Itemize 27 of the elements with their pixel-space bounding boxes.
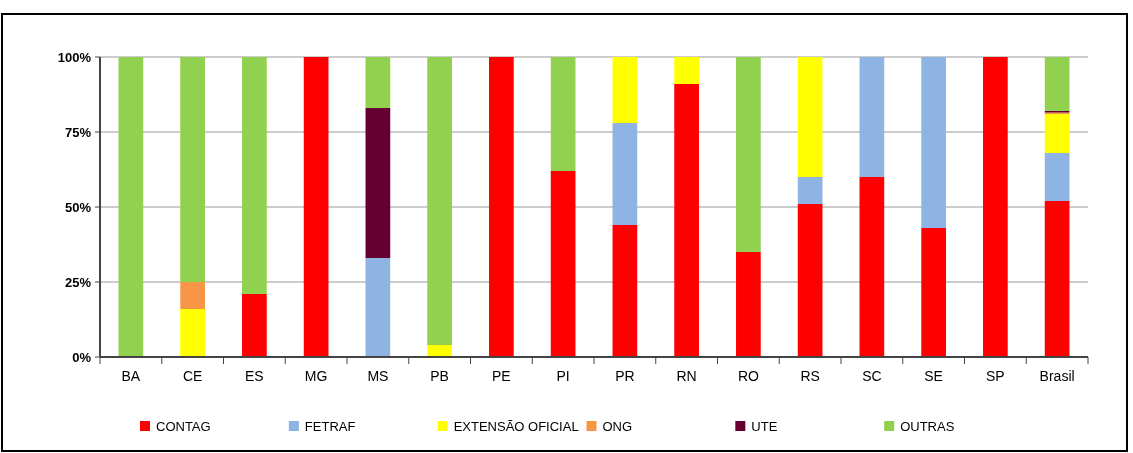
x-tick-label: PE bbox=[492, 368, 511, 384]
legend-label: FETRAF bbox=[304, 419, 356, 434]
x-tick-label: SP bbox=[986, 368, 1005, 384]
legend-label: OUTRAS bbox=[900, 419, 955, 434]
x-tick-label: BA bbox=[121, 368, 141, 384]
x-tick-label: PR bbox=[615, 368, 635, 384]
x-tick-label: RS bbox=[800, 368, 820, 384]
legend-label: UTE bbox=[751, 419, 778, 434]
x-tick-label: PI bbox=[556, 368, 570, 384]
y-tick-label: 25% bbox=[64, 274, 92, 290]
x-tick-label: CE bbox=[182, 368, 203, 384]
y-tick-label: 75% bbox=[64, 124, 92, 140]
x-tick-label: SC bbox=[862, 368, 882, 384]
y-tick-label: 0% bbox=[72, 349, 92, 365]
x-tick-label: ES bbox=[245, 368, 264, 384]
y-tick-label: 100% bbox=[57, 49, 92, 65]
x-tick-label: SE bbox=[924, 368, 943, 384]
y-tick-label: 50% bbox=[64, 199, 92, 215]
x-tick-label: Brasil bbox=[1039, 368, 1075, 384]
x-tick-label: MG bbox=[304, 368, 328, 384]
legend-label: ONG bbox=[602, 419, 633, 434]
legend-label: CONTAG bbox=[156, 419, 211, 434]
x-tick-label: RO bbox=[737, 368, 759, 384]
x-tick-label: RN bbox=[676, 368, 697, 384]
x-tick-label: PB bbox=[430, 368, 449, 384]
x-tick-label: MS bbox=[367, 368, 389, 384]
legend-label: EXTENSÃO OFICIAL bbox=[453, 419, 579, 434]
